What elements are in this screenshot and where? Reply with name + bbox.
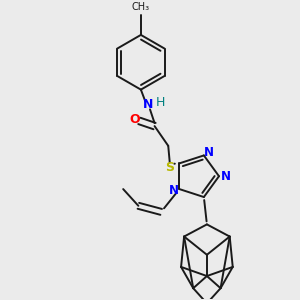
- Text: N: N: [169, 184, 179, 197]
- Text: H: H: [155, 96, 165, 109]
- Text: N: N: [204, 146, 214, 160]
- Text: N: N: [221, 170, 231, 183]
- Text: O: O: [130, 113, 140, 126]
- Text: CH₃: CH₃: [132, 2, 150, 11]
- Text: S: S: [165, 160, 174, 174]
- Text: N: N: [143, 98, 154, 111]
